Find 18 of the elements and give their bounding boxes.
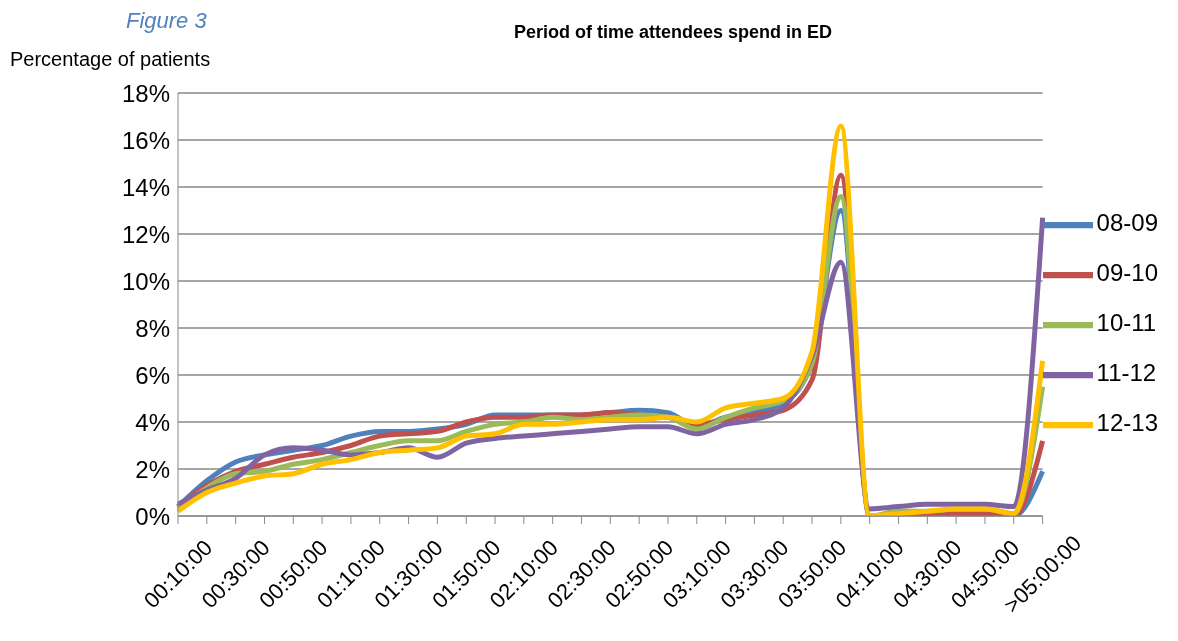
- y-tick-label: 18%: [121, 79, 170, 107]
- y-tick-label: 6%: [135, 361, 170, 389]
- chart-title: Period of time attendees spend in ED: [512, 22, 834, 43]
- y-tick-label: 0%: [135, 502, 170, 530]
- y-tick-label: 12%: [121, 220, 170, 248]
- y-tick-label: 16%: [121, 126, 170, 154]
- y-tick-label: 8%: [135, 314, 170, 342]
- y-axis-title: Percentage of patients: [10, 48, 211, 71]
- legend-label: 11-12: [1096, 358, 1157, 386]
- y-tick-label: 4%: [135, 408, 170, 436]
- y-tick-label: 10%: [121, 267, 170, 295]
- legend-label: 08-09: [1096, 208, 1158, 236]
- caption: Figure 3: [126, 8, 207, 34]
- y-tick-label: 2%: [135, 455, 170, 483]
- legend-label: 09-10: [1096, 258, 1158, 286]
- legend-label: 12-13: [1096, 408, 1158, 436]
- legend-label: 10-11: [1096, 308, 1157, 336]
- y-tick-label: 14%: [121, 173, 170, 201]
